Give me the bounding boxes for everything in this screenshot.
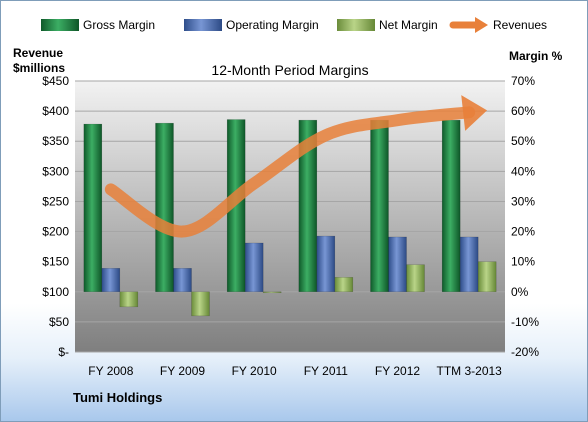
category-labels: FY 2008 FY 2009 FY 2010 FY 2011 FY 2012 TTM 3… [88,364,502,378]
right-tick-label: 10% [511,255,535,269]
chart-title: 12-Month Period Margins [211,62,368,78]
category-label: FY 2009 [160,364,205,378]
category-label: TTM 3-2013 [436,364,502,378]
company-label: Tumi Holdings [73,390,162,405]
right-tick-label: 50% [511,134,535,148]
left-axis-title-line2: $millions [13,61,65,75]
bar-gross-margin [441,119,461,293]
legend: Gross Margin Operating Margin Net Margin… [41,17,547,33]
left-tick-label: $450 [42,74,69,88]
legend-label-operating: Operating Margin [226,18,319,32]
left-tick-label: $150 [42,255,69,269]
bar-net-margin [477,261,497,293]
bar-gross-margin [370,119,389,293]
revenue-line-group [104,95,488,238]
bar-gross-margin [155,122,174,293]
left-tick-label: $- [58,345,69,359]
left-tick-label: $400 [42,104,69,118]
legend-item-gross-margin: Gross Margin [41,18,155,32]
legend-label-net: Net Margin [379,18,438,32]
right-tick-label: 70% [511,74,535,88]
bars-group [83,119,497,317]
bar-net-margin [191,291,210,317]
right-tick-label: 30% [511,194,535,208]
right-tick-label: 60% [511,104,535,118]
gridlines [75,80,505,353]
category-label: FY 2011 [304,364,349,378]
bar-operating-margin [388,236,407,293]
bar-net-margin [406,264,425,293]
bar-operating-margin [244,242,264,293]
revenue-arrowhead [461,95,488,131]
left-tick-label: $200 [42,225,69,239]
bar-operating-margin [459,236,479,293]
legend-label-revenues: Revenues [493,18,547,32]
bar-gross-margin [83,123,103,293]
legend-arrow-head [475,17,488,33]
left-tick-label: $350 [42,134,69,148]
left-axis-ticks: $- $50 $100 $150 $200 $250 $300 $350 $400 $450 [42,74,69,359]
right-axis-title: Margin % [509,49,563,63]
left-tick-label: $50 [49,315,69,329]
bar-operating-margin [173,268,192,293]
category-label: FY 2012 [375,364,420,378]
legend-swatch-net [337,19,375,31]
bar-net-margin [262,291,282,294]
legend-label-gross: Gross Margin [83,18,155,32]
bar-operating-margin [316,235,336,293]
legend-item-revenues: Revenues [449,17,547,33]
legend-swatch-operating [184,19,222,31]
right-tick-label: 0% [511,285,529,299]
left-tick-label: $300 [42,164,69,178]
left-tick-label: $100 [42,285,69,299]
right-tick-label: -20% [511,345,539,359]
bar-operating-margin [101,268,121,293]
revenue-line [104,106,476,238]
right-tick-label: 40% [511,164,535,178]
right-tick-label: 20% [511,225,535,239]
category-label: FY 2010 [232,364,277,378]
bar-net-margin [334,277,354,293]
right-axis-ticks: -20% -10% 0% 10% 20% 30% 40% 50% 60% 70% [511,74,539,359]
legend-swatch-gross [41,19,79,31]
left-tick-label: $250 [42,194,69,208]
legend-item-operating-margin: Operating Margin [184,18,319,32]
right-tick-label: -10% [511,315,539,329]
left-axis-title-line1: Revenue [13,46,63,60]
bar-net-margin [119,291,139,308]
bar-gross-margin [298,119,318,293]
category-label: FY 2008 [88,364,133,378]
legend-item-net-margin: Net Margin [337,18,438,32]
